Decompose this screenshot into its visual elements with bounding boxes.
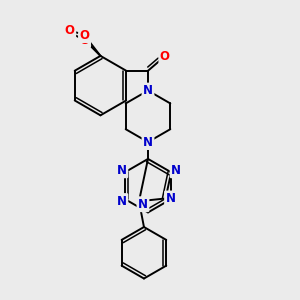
Text: O: O — [80, 34, 90, 46]
Text: N: N — [117, 164, 127, 177]
Text: N: N — [171, 164, 181, 177]
Text: N: N — [143, 84, 153, 97]
Text: N: N — [117, 194, 127, 208]
Text: O: O — [80, 28, 90, 42]
Text: N: N — [138, 198, 148, 211]
Text: O: O — [65, 24, 75, 37]
Text: N: N — [143, 136, 153, 148]
Text: O: O — [160, 50, 170, 63]
Text: N: N — [166, 192, 176, 205]
